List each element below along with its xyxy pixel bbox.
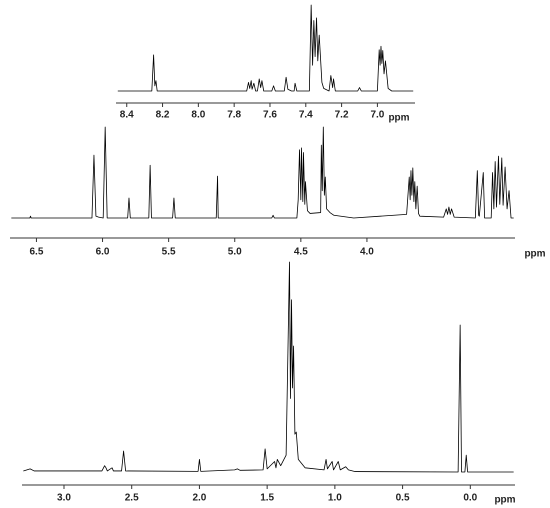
x-axis-label: ppm [494,495,515,506]
x-tick-label: 8.0 [191,110,205,121]
x-tick-label: 0.0 [463,493,477,504]
x-tick-label: 5.5 [162,247,176,258]
x-tick-label: 7.8 [227,110,241,121]
x-tick-label: 4.0 [360,247,374,258]
x-tick-label: 2.0 [192,493,206,504]
x-tick-label: 4.5 [294,247,308,258]
x-axis-label: ppm [524,249,545,260]
x-tick-label: 3.0 [57,493,71,504]
x-tick-label: 5.0 [228,247,242,258]
x-tick-label: 7.2 [335,110,349,121]
x-tick-label: 2.5 [125,493,139,504]
x-tick-label: 7.0 [370,110,384,121]
x-tick-label: 8.4 [120,110,134,121]
x-tick-label: 6.0 [96,247,110,258]
x-tick-label: 7.6 [263,110,277,121]
spectrum-line [117,4,414,92]
spectrum-line [11,126,514,219]
x-tick-label: 1.5 [260,493,274,504]
x-tick-label: 7.4 [299,110,313,121]
x-tick-label: 8.2 [156,110,170,121]
x-tick-label: 6.5 [29,247,43,258]
spectrum-line [23,261,514,473]
x-axis-label: ppm [388,113,409,124]
x-tick-label: 0.5 [396,493,410,504]
x-tick-label: 1.0 [328,493,342,504]
